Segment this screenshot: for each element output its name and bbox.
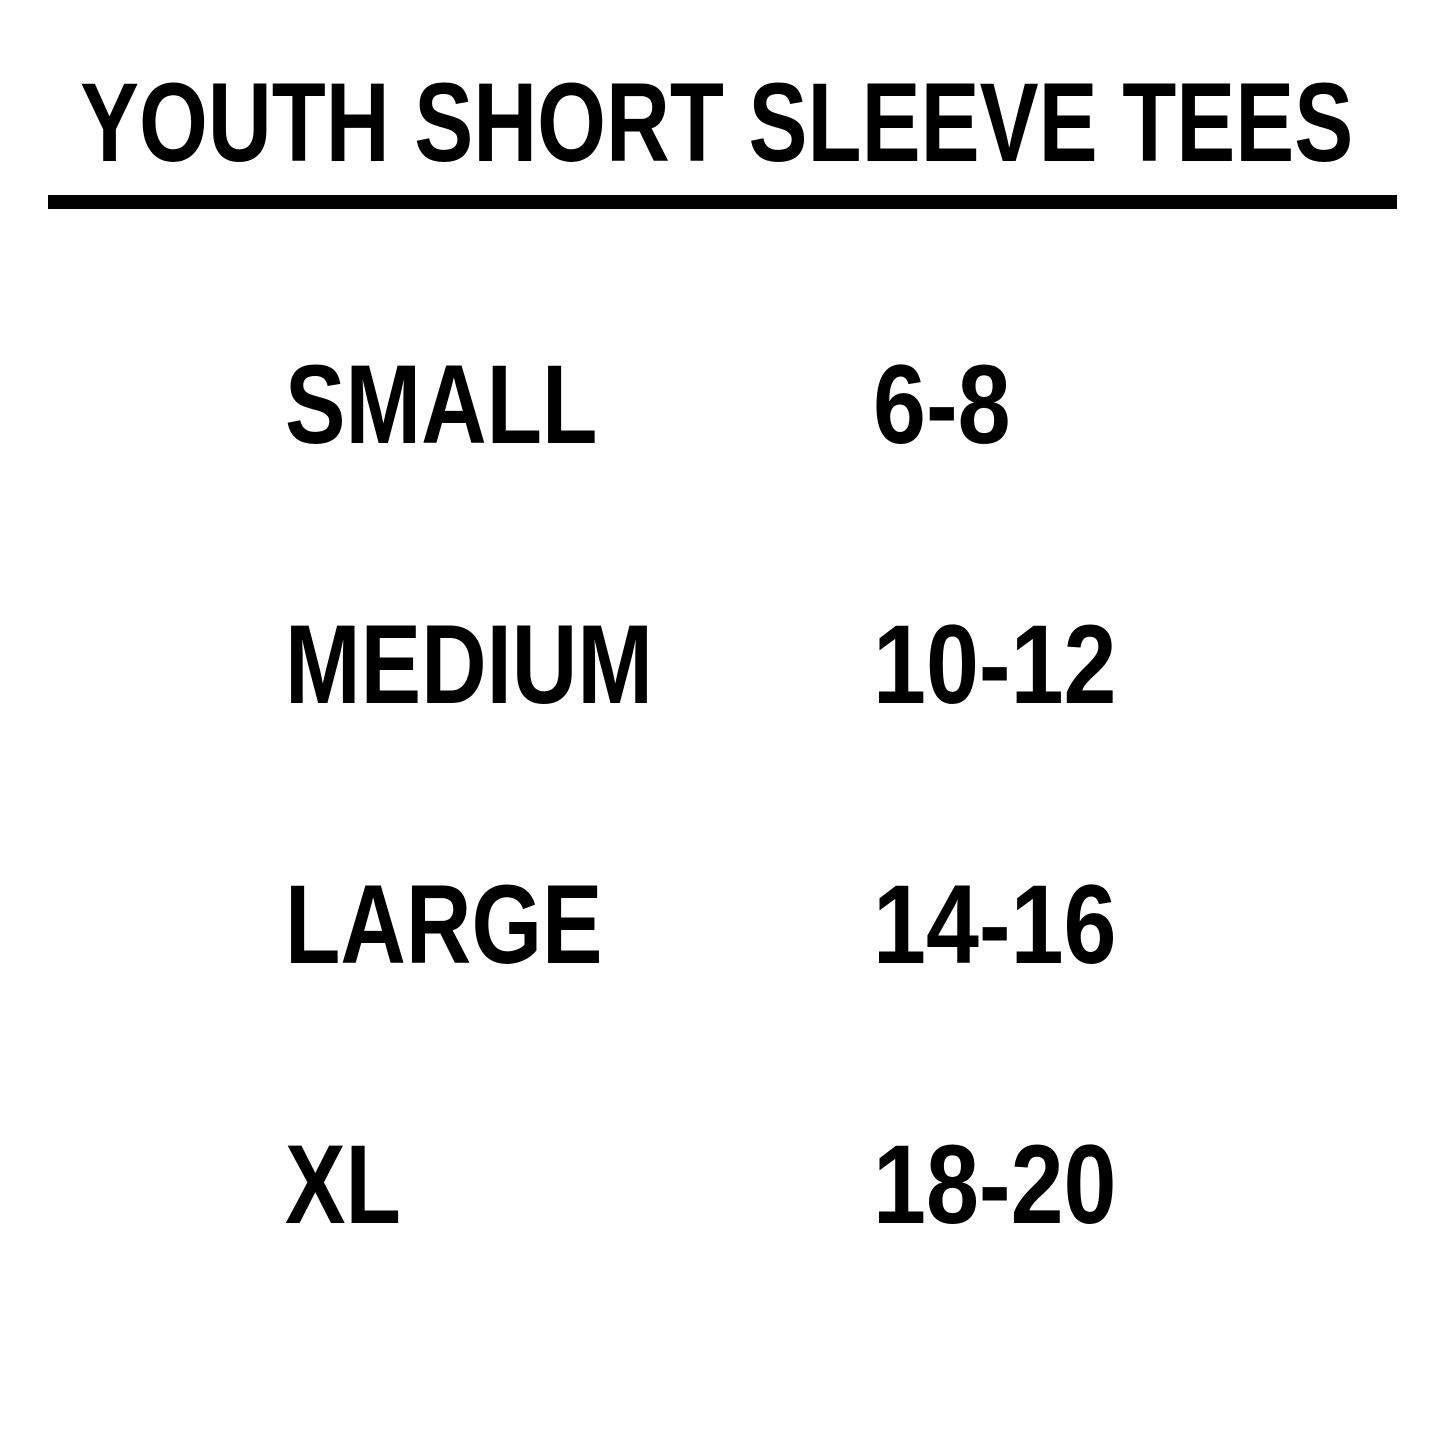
size-label-small: SMALL: [285, 342, 598, 467]
size-label-xl: XL: [285, 1122, 401, 1247]
size-range-xl: 18-20: [873, 1122, 1117, 1247]
size-range-large: 14-16: [873, 862, 1117, 987]
size-label-medium: MEDIUM: [285, 602, 653, 727]
page-title: YOUTH SHORT SLEEVE TEES: [80, 60, 1354, 185]
size-label-large: LARGE: [285, 862, 603, 987]
size-range-small: 6-8: [873, 342, 1011, 467]
size-range-medium: 10-12: [873, 602, 1117, 727]
title-underline: [48, 195, 1397, 209]
